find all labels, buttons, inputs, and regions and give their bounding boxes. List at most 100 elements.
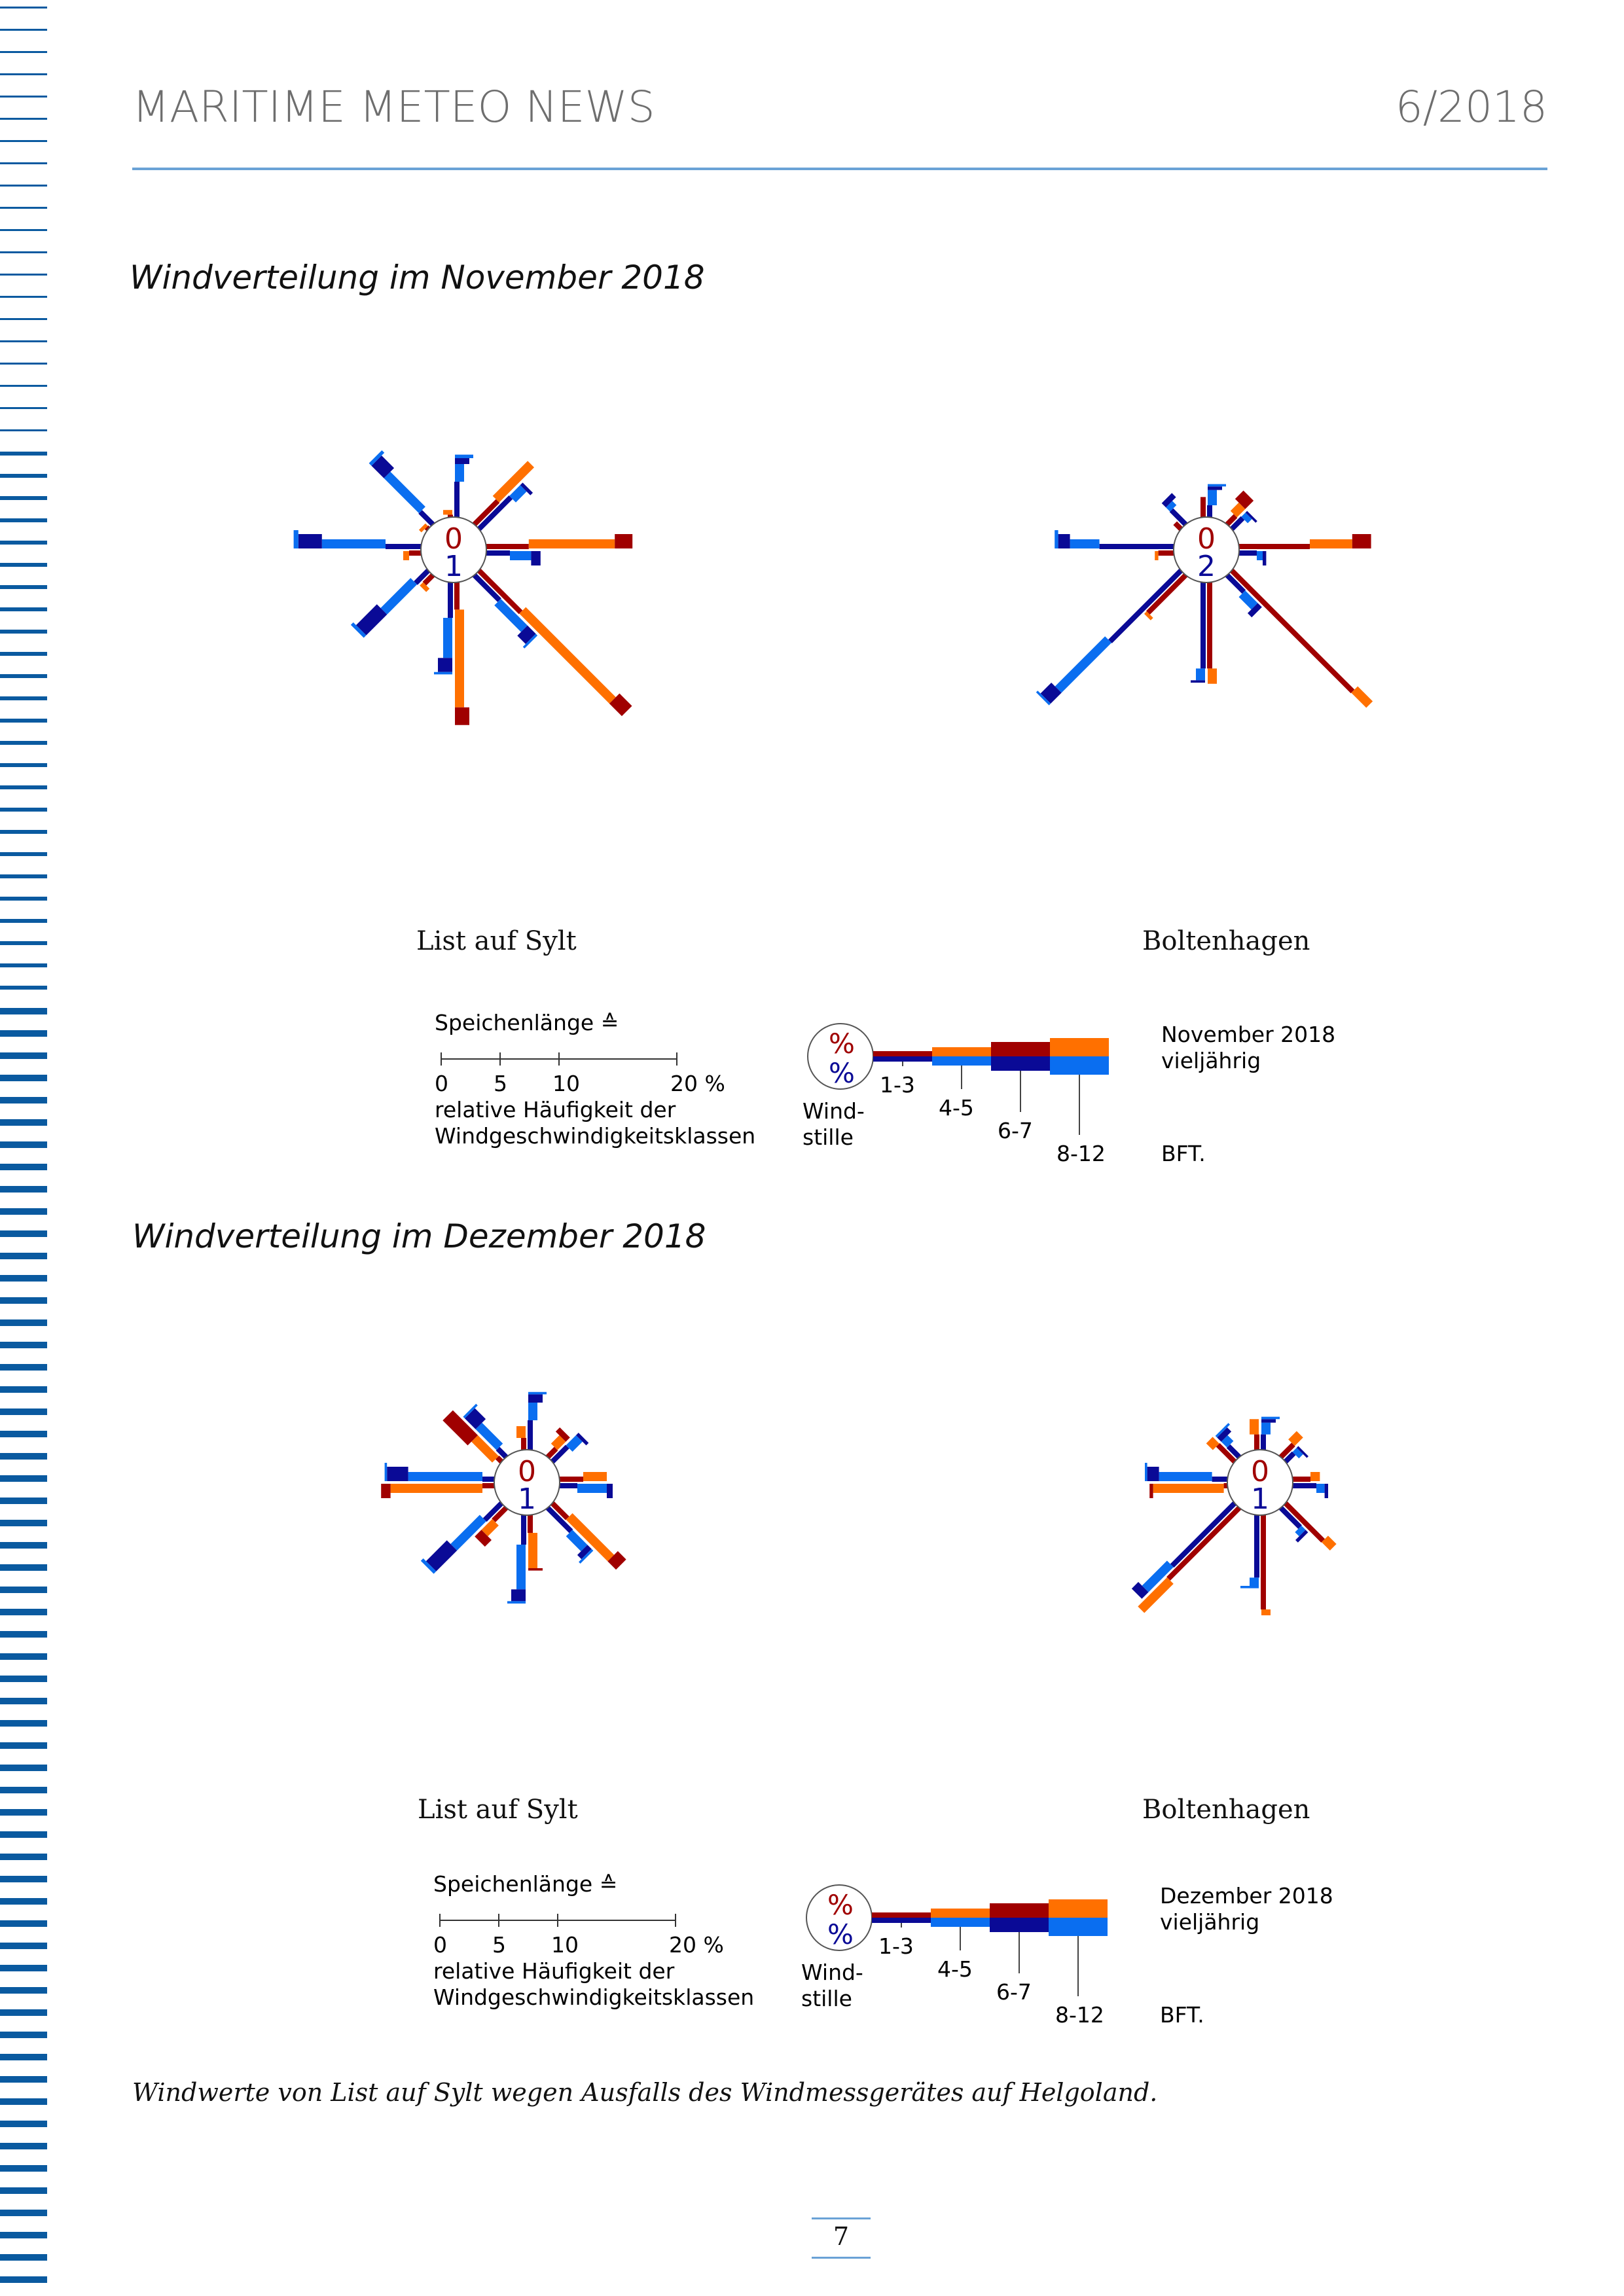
margin-stripe [0,1742,47,1749]
rose-s0-r0-spoke-nw-current-class2 [418,523,428,533]
rose-s0-r1-spoke-nw-current-class1 [1173,521,1183,531]
legend-november-scale-tick-label-3: 20 % [670,1071,725,1096]
rose-s1-r0-spoke-sw-current-class1 [492,1506,509,1522]
margin-stripe [0,1876,47,1882]
rose-s1-r0-spoke-nw-longterm-class1 [496,1446,509,1459]
rose-s0-r0-spoke-nw-longterm-class1 [418,510,435,526]
rose-s0-r1-spoke-sw-longterm-class2 [1055,636,1112,693]
legend-november-sample-longterm-class3 [991,1056,1050,1071]
margin-stripe [0,363,47,365]
margin-stripe [0,51,47,53]
legend-november-pct-longterm: % [829,1057,855,1089]
rose-s1-r0-spoke-sw-current-class2 [481,1518,499,1537]
rose-s1-r1-calm-longterm: 1 [1251,1482,1269,1516]
legend-november-class-label-1: 1-3 [880,1072,915,1098]
margin-stripe [0,741,47,745]
section-title-november: Windverteilung im November 2018 [130,259,705,296]
rose-s1-r0-spoke-se-longterm-class4 [579,1549,594,1564]
rose-s0-r0-spoke-se-longterm-class3 [517,625,536,644]
rose-s0-r0-spoke-sw-longterm-class2 [380,578,418,615]
legend-november-label-current: November 2018 [1161,1022,1335,1047]
legend-november-calm-circle [807,1023,874,1090]
legend-december-class-label-3: 6-7 [996,1979,1032,2005]
page-number-rule-top [812,2217,871,2219]
legend-november-scale-tick-label-1: 5 [494,1071,507,1096]
rose-s0-r1-spoke-sw-current-class1 [1146,573,1188,615]
rose-s0-r1-spoke-sw-longterm-class1 [1108,568,1183,643]
legend-november-label-longterm: vieljährig [1161,1048,1261,1073]
rose-s1-r0-spoke-sw-longterm-class3 [425,1540,458,1571]
margin-stripe [0,1386,47,1393]
margin-stripe [0,2232,47,2238]
legend-december-scale-tick-label-0: 0 [433,1932,447,1958]
margin-stripe [0,496,47,500]
rose-s1-r0-spoke-se-longterm-class3 [577,1545,592,1560]
rose-s0-r1-spoke-sw-longterm-class3 [1040,682,1062,704]
margin-stripe [0,96,47,98]
rose-s1-r1-spoke-ne-longterm-class3 [1296,1446,1308,1458]
legend-november-sample-longterm-class1 [873,1056,932,1062]
legend-november-sample-current-class4 [1050,1038,1109,1056]
rose-s0-r0-spoke-se-longterm-class4 [522,634,538,649]
legend-december-desc-line1: relative Häufigkeit der [433,1958,675,1984]
rose-s0-r0-calm-current: 0 [444,522,463,556]
rose-s1-r0-spoke-se-current-class3 [607,1551,626,1570]
margin-stripe [0,719,47,723]
rose-s1-r1-spoke-sw-current-class1 [1166,1506,1242,1581]
rose-s0-r1-spoke-nw-longterm-class2 [1166,501,1177,512]
margin-stripe [0,808,47,812]
rose-s1-r1-spoke-ne-longterm-class1 [1284,1451,1296,1464]
margin-stripe [0,274,47,276]
rose-s0-r0-spoke-ne-longterm-class1 [477,495,513,531]
rose-s0-r1-spoke-nw-longterm-class3 [1161,493,1176,508]
rose-s1-r0-spoke-sw-current-class3 [475,1530,492,1547]
station-label-boltenhagen-december: Boltenhagen [1142,1795,1310,1825]
rose-s0-r0-spoke-sw-longterm-class3 [355,604,388,636]
margin-stripe [0,1208,47,1215]
margin-stripe [0,1965,47,1971]
margin-stripe [0,340,47,342]
margin-stripe [0,2210,47,2216]
rose-s1-r1-spoke-sw-current-class2 [1138,1577,1174,1613]
legend-december-label-longterm: vieljährig [1160,1909,1259,1935]
rose-s1-r0-spoke-ne-current-class1 [545,1446,558,1459]
rose-s0-r1-spoke-se-longterm-class3 [1247,603,1262,618]
rose-s0-r0-spoke-ne-current-class1 [472,499,500,526]
rose-s1-r0-spoke-sw-longterm-class1 [482,1501,503,1522]
margin-stripe [0,29,47,31]
rose-s1-r0-spoke-ne-longterm-class1 [550,1444,569,1464]
legend-november-scale-tick-label-0: 0 [435,1071,448,1096]
margin-stripe [0,541,47,545]
margin-stripe [0,1097,47,1103]
page-number: 7 [833,2222,850,2251]
margin-stripe [0,1119,47,1126]
rose-s1-r1-spoke-se-longterm-class2 [1295,1526,1306,1537]
rose-s1-r0-spoke-nw-longterm-class2 [475,1422,503,1450]
rose-s0-r0-spoke-se-longterm-class1 [472,573,501,602]
rose-s1-r1-spoke-se-current-class1 [1284,1501,1325,1543]
margin-stripe [0,1030,47,1037]
margin-stripes [0,7,47,2283]
margin-stripe [0,563,47,567]
margin-stripe [0,518,47,522]
rose-s1-r0-spoke-sw-longterm-class2 [450,1515,486,1551]
margin-stripe [0,2165,47,2172]
rose-s1-r1-spoke-ne-current-class2 [1288,1431,1303,1446]
margin-stripe [0,852,47,856]
margin-stripe [0,2054,47,2060]
margin-stripe [0,296,47,298]
margin-stripe [0,1809,47,1816]
margin-stripe [0,2143,47,2149]
legend-november-bft-label: BFT. [1161,1141,1206,1166]
rose-s1-r1-spoke-nw-longterm-class2 [1221,1435,1234,1448]
margin-stripe [0,2187,47,2194]
rose-s1-r0-spoke-ne-current-class2 [550,1435,566,1450]
margin-stripe [0,1141,47,1148]
legend-december-sample-longterm-class3 [990,1918,1049,1932]
legend-november-sample-longterm-class2 [932,1056,991,1066]
margin-stripe [0,229,47,231]
rose-s0-r1-spoke-se-longterm-class1 [1225,573,1246,594]
margin-stripe [0,1052,47,1059]
legend-december-label-current: Dezember 2018 [1160,1883,1333,1909]
station-label-list-december: List auf Sylt [418,1795,578,1825]
